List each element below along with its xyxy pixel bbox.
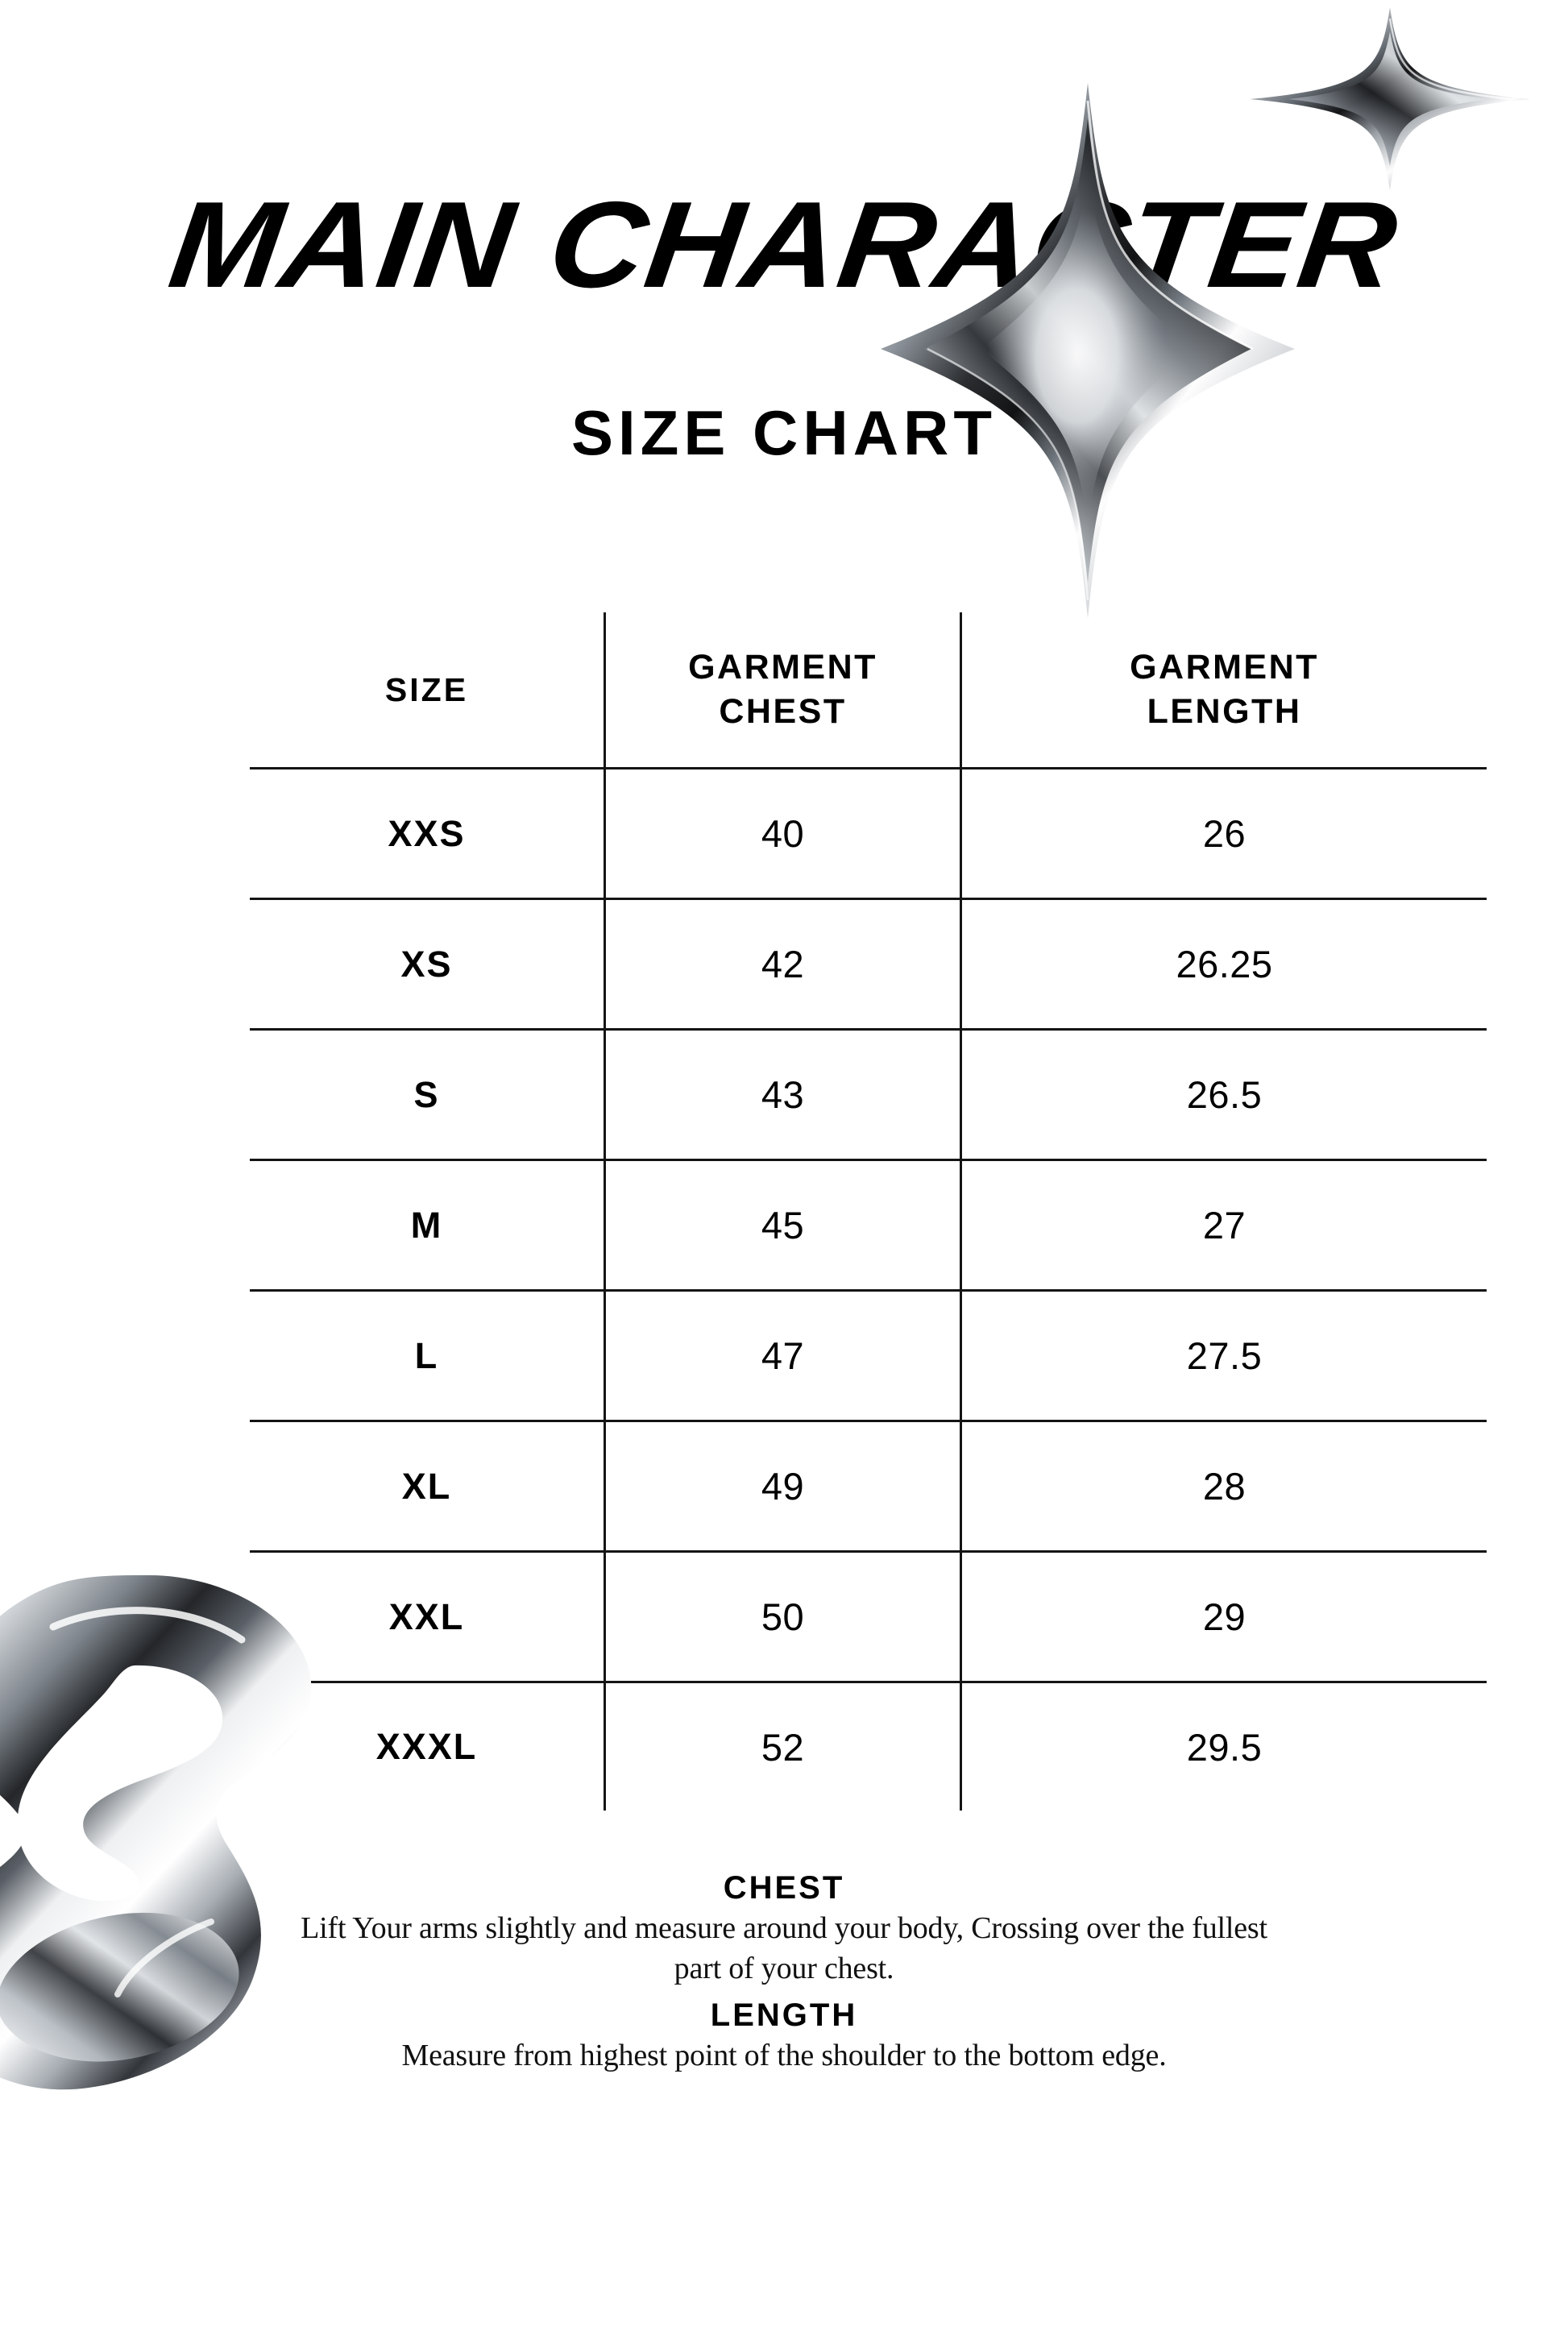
cell-garment-chest: 40 <box>604 767 962 900</box>
cell-garment-length: 28 <box>960 1420 1487 1553</box>
cell-size: XL <box>250 1420 606 1553</box>
column-header-garment-chest: GARMENT CHEST <box>604 612 962 769</box>
note-spacer <box>220 1989 1348 1995</box>
cell-size: XXXL <box>250 1681 606 1811</box>
cell-garment-length: 29.5 <box>960 1681 1487 1811</box>
cell-garment-chest: 49 <box>604 1420 962 1553</box>
table-header-row: SIZE GARMENT CHEST GARMENT LENGTH <box>250 612 1487 769</box>
cell-garment-chest: 50 <box>604 1550 962 1683</box>
table-row: S 43 26.5 <box>250 1028 1487 1161</box>
size-chart-table: SIZE GARMENT CHEST GARMENT LENGTH XXS 40… <box>246 608 1491 1815</box>
size-chart-table-container: SIZE GARMENT CHEST GARMENT LENGTH XXS 40… <box>246 608 1491 1815</box>
cell-garment-chest: 47 <box>604 1289 962 1422</box>
chrome-four-point-star-large-icon <box>881 83 1295 618</box>
page-title: MAIN CHARACTER <box>162 176 1406 313</box>
note-body-chest-line1: Lift Your arms slightly and measure arou… <box>301 1911 1267 1945</box>
note-body-chest-line2: part of your chest. <box>674 1952 894 1986</box>
cell-garment-length: 29 <box>960 1550 1487 1683</box>
cell-garment-chest: 45 <box>604 1159 962 1292</box>
cell-size: L <box>250 1289 606 1422</box>
cell-garment-length: 26.5 <box>960 1028 1487 1161</box>
table-body: XXS 40 26 XS 42 26.25 S 43 26.5 M 45 27 … <box>250 767 1487 1811</box>
measurement-notes: CHEST Lift Your arms slightly and measur… <box>220 1868 1348 2076</box>
chrome-four-point-star-small-icon <box>1250 7 1530 190</box>
table-row: XL 49 28 <box>250 1420 1487 1553</box>
cell-size: M <box>250 1159 606 1292</box>
subtitle-container: SIZE CHART <box>0 401 1568 464</box>
cell-garment-length: 26 <box>960 767 1487 900</box>
page-subtitle: SIZE CHART <box>571 397 997 468</box>
cell-size: XS <box>250 898 606 1031</box>
cell-garment-length: 27 <box>960 1159 1487 1292</box>
cell-garment-chest: 42 <box>604 898 962 1031</box>
table-row: M 45 27 <box>250 1159 1487 1292</box>
cell-garment-chest: 43 <box>604 1028 962 1161</box>
table-header: SIZE GARMENT CHEST GARMENT LENGTH <box>250 612 1487 769</box>
table-row: L 47 27.5 <box>250 1289 1487 1422</box>
column-header-garment-chest-line1: GARMENT <box>688 647 877 687</box>
cell-garment-chest: 52 <box>604 1681 962 1811</box>
column-header-size: SIZE <box>250 612 606 769</box>
column-header-garment-chest-line2: CHEST <box>719 692 847 731</box>
note-heading-length: LENGTH <box>710 1997 858 2034</box>
table-row: XXL 50 29 <box>250 1550 1487 1683</box>
cell-garment-length: 26.25 <box>960 898 1487 1031</box>
note-body-length: Measure from highest point of the should… <box>401 2039 1167 2073</box>
table-row: XS 42 26.25 <box>250 898 1487 1031</box>
note-heading-chest: CHEST <box>723 1870 845 1906</box>
column-header-garment-length-line2: LENGTH <box>1147 692 1302 731</box>
column-header-garment-length-line1: GARMENT <box>1130 647 1319 687</box>
column-header-garment-length: GARMENT LENGTH <box>960 612 1487 769</box>
table-row: XXXL 52 29.5 <box>250 1681 1487 1811</box>
brand-title-container: MAIN CHARACTER <box>0 176 1568 313</box>
cell-garment-length: 27.5 <box>960 1289 1487 1422</box>
cell-size: XXS <box>250 767 606 900</box>
table-row: XXS 40 26 <box>250 767 1487 900</box>
cell-size: XXL <box>250 1550 606 1683</box>
cell-size: S <box>250 1028 606 1161</box>
